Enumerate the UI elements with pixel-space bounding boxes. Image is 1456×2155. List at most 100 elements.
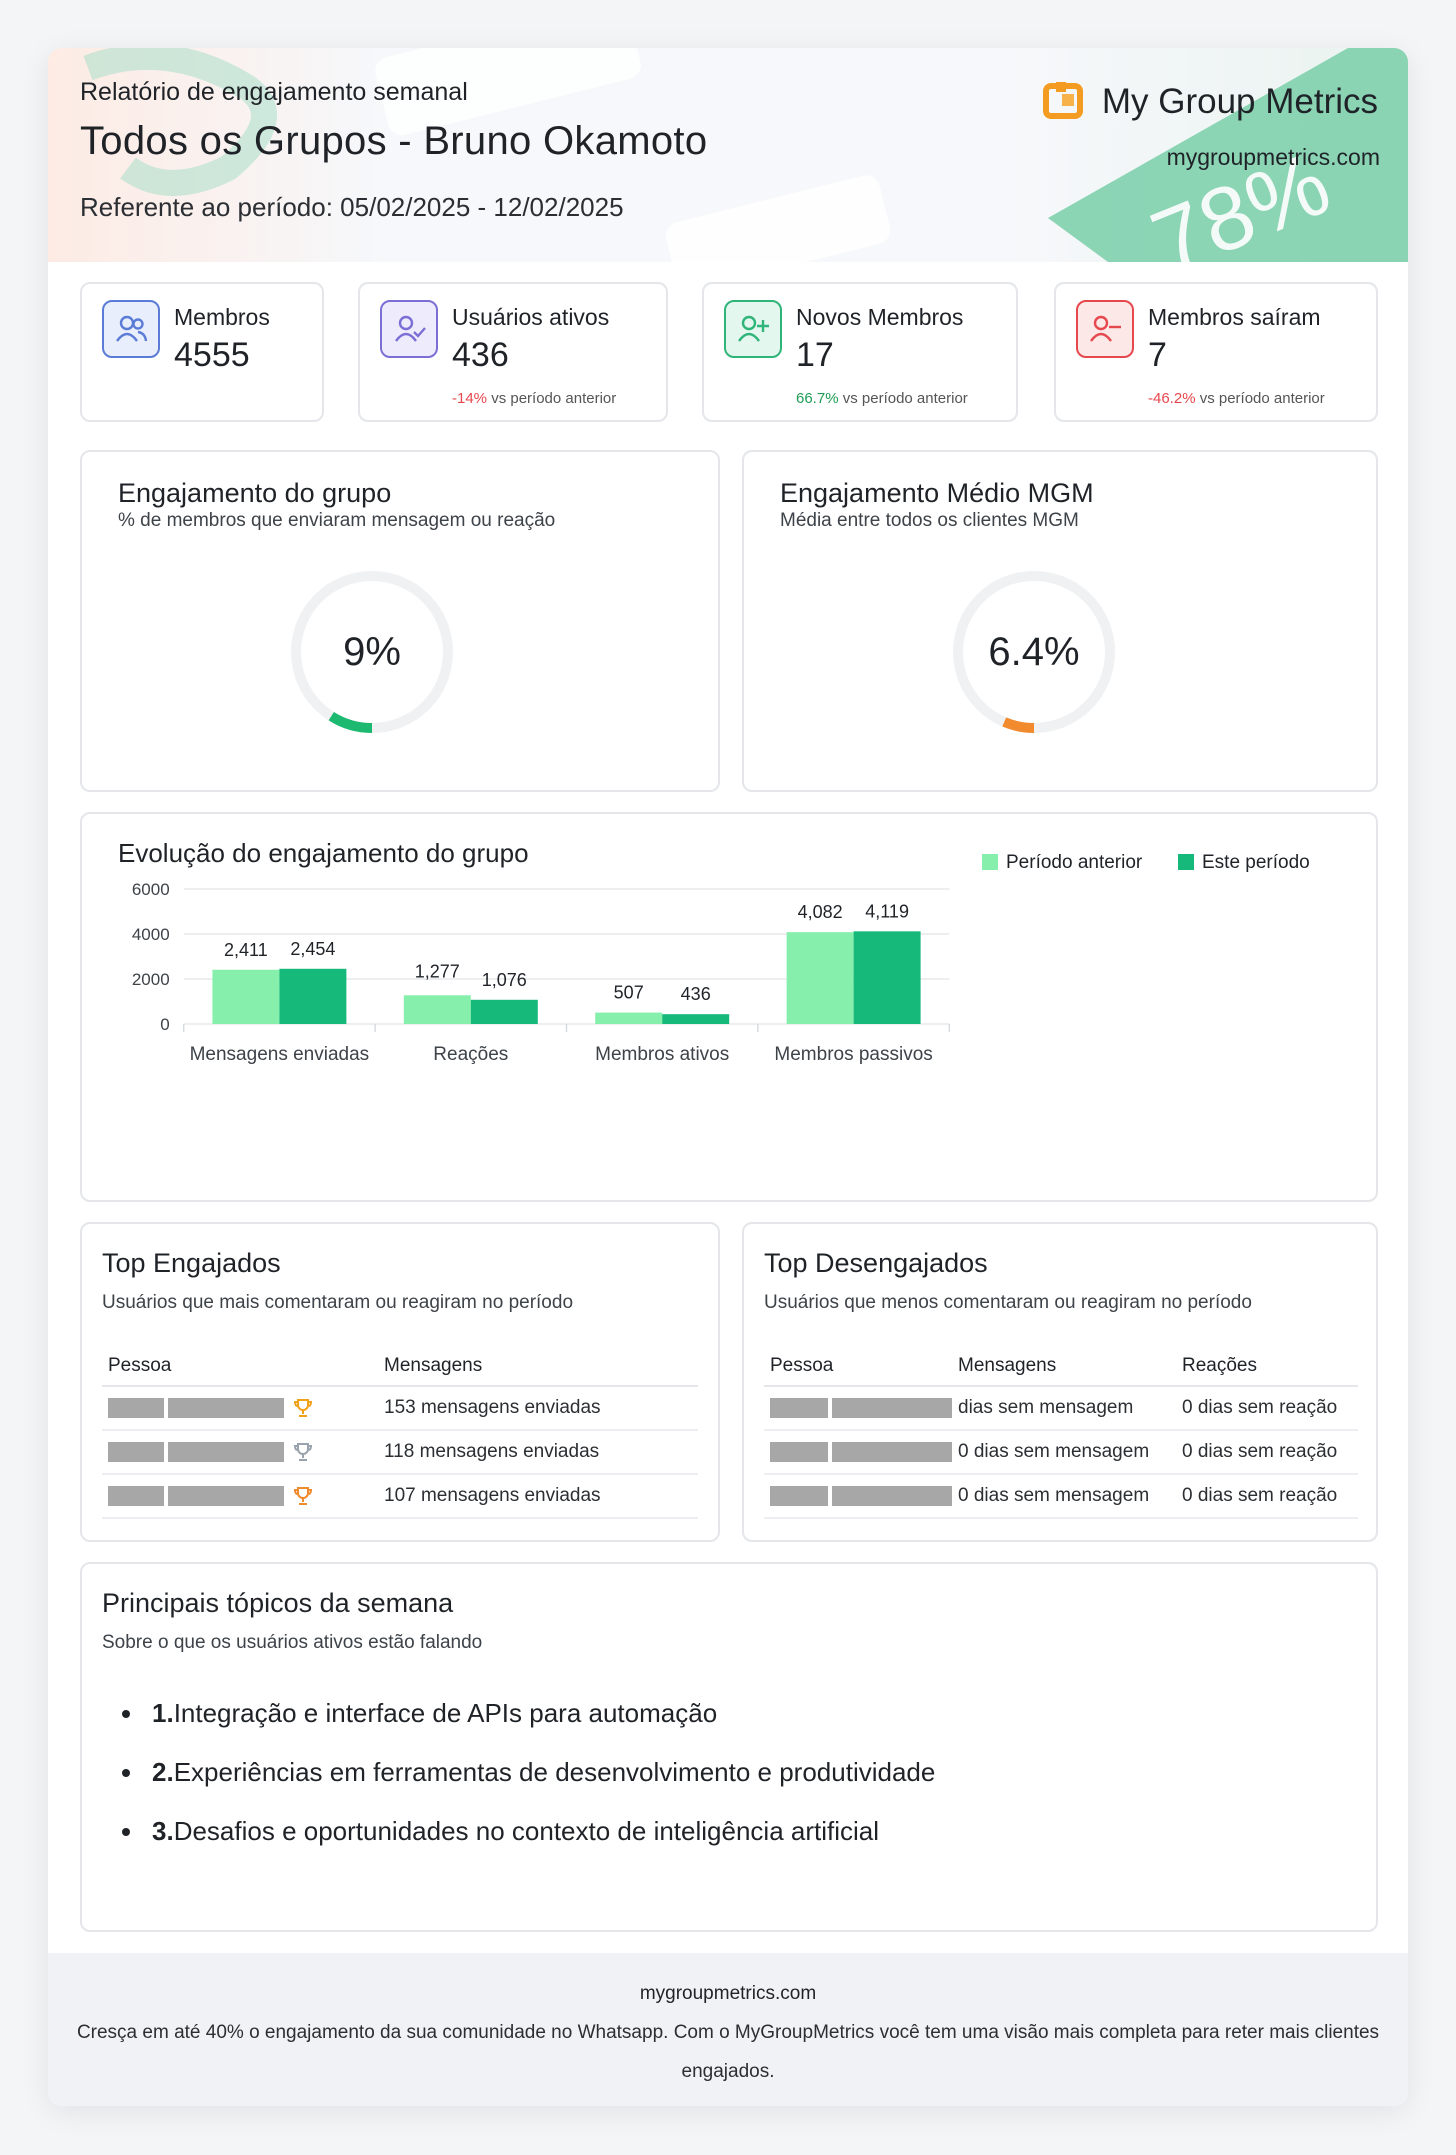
top-disengaged-table: Pessoa Mensagens Reações dias sem mensag… <box>764 1346 1358 1519</box>
panel-title: Engajamento Médio MGM <box>780 478 1094 508</box>
topics-list: 1. Integração e interface de APIs para au… <box>122 1684 935 1861</box>
report-period: Referente ao período: 05/02/2025 - 12/02… <box>80 192 624 222</box>
gauge-fill <box>291 571 453 733</box>
topic-number: 2. <box>152 1757 174 1787</box>
person-cell <box>764 1386 952 1431</box>
header-background: 78% <box>48 48 1408 262</box>
table-row: 118 mensagens enviadas <box>102 1430 698 1475</box>
legend-swatch <box>982 854 998 870</box>
bar-value-label: 4,119 <box>865 901 909 921</box>
delta-value: 66.7% <box>796 390 839 407</box>
bar-value-label: 2,411 <box>224 940 268 960</box>
stat-label: Membros saíram <box>1148 304 1321 330</box>
x-tick-label: Reações <box>433 1044 508 1065</box>
column-header: Pessoa <box>102 1346 378 1387</box>
table-header: Pessoa Mensagens Reações <box>764 1346 1358 1387</box>
y-tick-label: 6000 <box>132 880 170 899</box>
bullet-icon <box>122 1768 130 1777</box>
chart-x-labels: Mensagens enviadas Reações Membros ativos M… <box>190 1044 933 1065</box>
user-check-icon <box>380 300 438 358</box>
brand-url[interactable]: mygroupmetrics.com <box>1166 144 1380 170</box>
person-cell <box>764 1430 952 1475</box>
bronze-trophy-icon <box>294 1486 313 1505</box>
redacted-name <box>108 1397 164 1418</box>
messages-cell: dias sem mensagem <box>952 1386 1176 1431</box>
topic-text: Desafios e oportunidades no contexto de … <box>173 1816 880 1846</box>
stat-value: 436 <box>452 336 509 374</box>
column-header: Reações <box>1176 1346 1358 1387</box>
table-row: 153 mensagens enviadas <box>102 1386 698 1431</box>
report-footer: mygroupmetrics.com Cresça em até 40% o e… <box>48 1953 1408 2106</box>
silver-trophy-icon <box>294 1442 313 1461</box>
gauge-value: 9% <box>343 629 401 674</box>
engagement-gauge: 9% <box>282 562 462 742</box>
person-cell <box>102 1386 378 1431</box>
legend-label: Este período <box>1202 852 1310 873</box>
bar <box>470 999 538 1024</box>
footer-text: Cresça em até 40% o engajamento da sua c… <box>76 2022 1380 2082</box>
list-item: 1. Integração e interface de APIs para au… <box>122 1684 935 1743</box>
delta-value: -46.2% <box>1148 390 1196 407</box>
bullet-icon <box>122 1709 130 1718</box>
stat-delta: 66.7% vs período anterior <box>796 390 968 407</box>
delta-suffix: vs período anterior <box>842 390 968 407</box>
x-tick-label: Mensagens enviadas <box>190 1044 370 1065</box>
section-title: Top Engajados <box>102 1248 281 1278</box>
delta-suffix: vs período anterior <box>1199 390 1325 407</box>
messages-cell: 153 mensagens enviadas <box>378 1386 698 1431</box>
redacted-name <box>770 1485 828 1506</box>
top-disengaged-panel: Top Desengajados Usuários que menos come… <box>742 1222 1378 1542</box>
chart-legend: Período anterior Este período <box>982 852 1310 873</box>
column-header: Mensagens <box>952 1346 1176 1387</box>
page-title: Todos os Grupos - Bruno Okamoto <box>80 119 708 163</box>
table-row: 0 dias sem mensagem 0 dias sem reação <box>764 1430 1358 1475</box>
mgm-panel: Engajamento Médio MGM Média entre todos … <box>742 450 1378 792</box>
bar-value-label: 2,454 <box>290 939 335 959</box>
brand: My Group Metrics <box>1042 80 1378 124</box>
panel-title: Engajamento do grupo <box>118 478 392 508</box>
messages-cell: 0 dias sem mensagem <box>952 1430 1176 1475</box>
header-text: Relatório de engajamento semanal Todos o… <box>80 78 707 223</box>
chart-panel: Evolução do engajamento do grupo Período… <box>80 812 1378 1202</box>
brand-logo-icon <box>1042 82 1083 119</box>
stat-value: 7 <box>1148 336 1167 374</box>
stat-label: Usuários ativos <box>452 304 610 330</box>
section-title: Principais tópicos da semana <box>102 1588 454 1618</box>
bar-value-label: 436 <box>681 984 711 1004</box>
bar-value-label: 1,277 <box>415 961 460 981</box>
redacted-name <box>168 1441 284 1462</box>
redacted-name <box>770 1441 828 1462</box>
stat-label: Membros <box>174 304 270 330</box>
delta-value: -14% <box>452 390 488 407</box>
x-tick-label: Membros ativos <box>595 1044 729 1065</box>
stat-card-active-users: Usuários ativos 436 -14% vs período ante… <box>358 282 668 422</box>
engagement-panel: Engajamento do grupo % de membros que en… <box>80 450 720 792</box>
footer-url[interactable]: mygroupmetrics.com <box>639 1983 817 2004</box>
stat-card-new-members: Novos Membros 17 66.7% vs período anteri… <box>702 282 1018 422</box>
messages-cell: 118 mensagens enviadas <box>378 1430 698 1475</box>
bar <box>853 931 921 1024</box>
redacted-name <box>108 1485 164 1506</box>
reactions-cell: 0 dias sem reação <box>1176 1386 1358 1431</box>
stat-card-members-left: Membros saíram 7 -46.2% vs período anter… <box>1054 282 1378 422</box>
chart-title: Evolução do engajamento do grupo <box>118 838 529 868</box>
list-item: 3. Desafios e oportunidades no contexto d… <box>122 1802 935 1861</box>
user-minus-icon <box>1076 300 1134 358</box>
redacted-name <box>832 1485 952 1506</box>
section-subtitle: Sobre o que os usuários ativos estão fal… <box>102 1632 483 1653</box>
x-tick-label: Membros passivos <box>774 1044 932 1065</box>
table-header: Pessoa Mensagens <box>102 1346 698 1387</box>
legend-swatch <box>1178 854 1194 870</box>
chart-bars: 2,411 2,454 1,277 1,076 507 436 4,082 4,119 <box>212 901 921 1024</box>
brand-name: My Group Metrics <box>1101 82 1378 121</box>
topic-number: 3. <box>152 1816 174 1846</box>
report-eyebrow: Relatório de engajamento semanal <box>80 78 468 106</box>
engagement-bar-chart: Evolução do engajamento do grupo Período… <box>118 838 1310 1065</box>
topic-number: 1. <box>152 1698 174 1728</box>
stat-delta: -14% vs período anterior <box>452 390 616 407</box>
topic-text: Experiências em ferramentas de desenvolv… <box>173 1757 936 1787</box>
table-row: 0 dias sem mensagem 0 dias sem reação <box>764 1474 1358 1519</box>
bar <box>595 1012 663 1024</box>
column-header: Pessoa <box>764 1346 952 1387</box>
stat-label: Novos Membros <box>796 304 964 330</box>
